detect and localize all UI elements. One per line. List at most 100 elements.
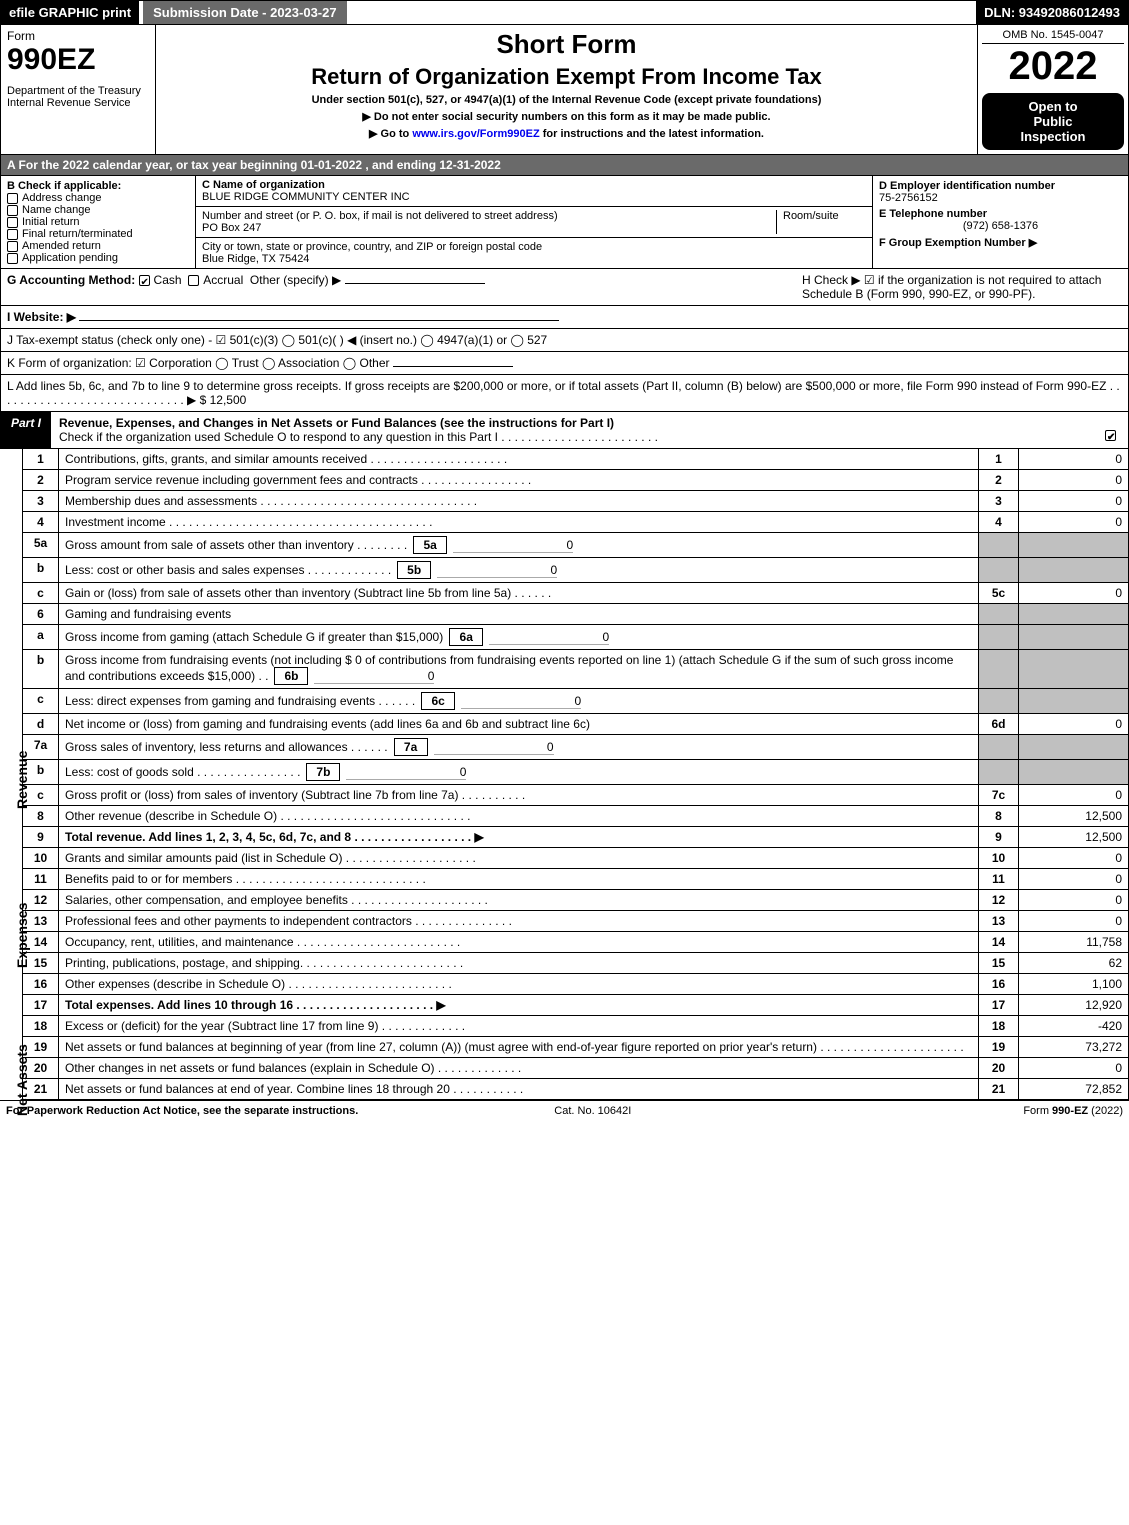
cb-name-change[interactable]: Name change <box>7 204 189 216</box>
desc-text: Less: direct expenses from gaming and fu… <box>65 694 415 708</box>
cb-address-change[interactable]: Address change <box>7 192 189 204</box>
inspection-line3: Inspection <box>986 129 1120 144</box>
city-value: Blue Ridge, TX 75424 <box>202 253 866 265</box>
line-value: 0 <box>1019 714 1129 735</box>
line-desc: Gaming and fundraising events <box>59 604 979 625</box>
line-desc: Membership dues and assessments . . . . … <box>59 491 979 512</box>
cb-final-return[interactable]: Final return/terminated <box>7 228 189 240</box>
k-other-input[interactable] <box>393 366 513 367</box>
cash-label: Cash <box>154 273 182 287</box>
line-num: 11 <box>23 869 59 890</box>
header-right: OMB No. 1545-0047 2022 Open to Public In… <box>978 25 1128 154</box>
column-c: C Name of organization BLUE RIDGE COMMUN… <box>196 176 873 268</box>
inspection-badge: Open to Public Inspection <box>982 93 1124 150</box>
inner-val: 0 <box>314 669 434 684</box>
line-value-shaded <box>1019 650 1129 689</box>
footer-right: Form 990-EZ (2022) <box>1023 1105 1123 1117</box>
line-value-shaded <box>1019 533 1129 558</box>
line-box: 14 <box>979 932 1019 953</box>
line-box: 9 <box>979 827 1019 848</box>
line-value: 0 <box>1019 785 1129 806</box>
header-left: Form 990EZ Department of the Treasury In… <box>1 25 156 154</box>
line-desc: Less: cost or other basis and sales expe… <box>59 558 979 583</box>
line-num: a <box>23 625 59 650</box>
line-value: 0 <box>1019 470 1129 491</box>
inner-val: 0 <box>437 563 557 578</box>
row-l: L Add lines 5b, 6c, and 7b to line 9 to … <box>0 375 1129 412</box>
irs-link[interactable]: www.irs.gov/Form990EZ <box>412 128 539 140</box>
line-desc: Total expenses. Add lines 10 through 16 … <box>59 995 979 1016</box>
side-label-revenue: Revenue <box>14 751 30 809</box>
line-value: 0 <box>1019 890 1129 911</box>
line-num: d <box>23 714 59 735</box>
line-num: 6 <box>23 604 59 625</box>
phone-value: (972) 658-1376 <box>879 220 1122 232</box>
line-value: 0 <box>1019 449 1129 470</box>
form-header: Form 990EZ Department of the Treasury In… <box>0 25 1129 155</box>
line-box: 7c <box>979 785 1019 806</box>
line-box: 21 <box>979 1079 1019 1100</box>
l-amount: 12,500 <box>210 393 247 407</box>
line-value: 0 <box>1019 1058 1129 1079</box>
line-desc: Grants and similar amounts paid (list in… <box>59 848 979 869</box>
other-label: Other (specify) ▶ <box>250 273 341 287</box>
line-value: -420 <box>1019 1016 1129 1037</box>
street-value: PO Box 247 <box>202 222 776 234</box>
cb-schedule-o[interactable] <box>1105 430 1116 441</box>
line-value: 11,758 <box>1019 932 1129 953</box>
cb-label: Application pending <box>22 252 118 264</box>
line-value-shaded <box>1019 760 1129 785</box>
inner-box: 5a <box>413 536 447 554</box>
line-desc: Excess or (deficit) for the year (Subtra… <box>59 1016 979 1037</box>
h-check: H Check ▶ ☑ if the organization is not r… <box>802 273 1122 301</box>
tax-year: 2022 <box>982 44 1124 89</box>
line-box-shaded <box>979 625 1019 650</box>
line-box: 18 <box>979 1016 1019 1037</box>
cb-cash[interactable] <box>139 275 150 286</box>
line-box-shaded <box>979 735 1019 760</box>
cb-label: Name change <box>22 204 91 216</box>
line-box: 6d <box>979 714 1019 735</box>
line-box-shaded <box>979 558 1019 583</box>
city-row: City or town, state or province, country… <box>196 238 872 268</box>
header-center: Short Form Return of Organization Exempt… <box>156 25 978 154</box>
submission-date: Submission Date - 2023-03-27 <box>143 1 347 24</box>
efile-print-label[interactable]: efile GRAPHIC print <box>1 1 139 24</box>
desc-text: Gross sales of inventory, less returns a… <box>65 740 388 754</box>
line-num: c <box>23 583 59 604</box>
omb-number: OMB No. 1545-0047 <box>982 29 1124 44</box>
other-input[interactable] <box>345 283 485 284</box>
b-title: B Check if applicable: <box>7 180 189 192</box>
row-k: K Form of organization: ☑ Corporation ◯ … <box>0 352 1129 375</box>
line-box: 12 <box>979 890 1019 911</box>
line-num: b <box>23 558 59 583</box>
line-value: 0 <box>1019 848 1129 869</box>
form-label: Form <box>7 29 149 43</box>
l-text: L Add lines 5b, 6c, and 7b to line 9 to … <box>7 379 1120 407</box>
dept-label: Department of the Treasury Internal Reve… <box>7 85 149 109</box>
line-value: 1,100 <box>1019 974 1129 995</box>
desc-text: Less: cost of goods sold . . . . . . . .… <box>65 765 300 779</box>
form-number: 990EZ <box>7 43 149 77</box>
website-input[interactable] <box>79 320 559 321</box>
line-desc: Salaries, other compensation, and employ… <box>59 890 979 911</box>
g-accounting: G Accounting Method: Cash Accrual Other … <box>7 273 802 301</box>
cb-amended-return[interactable]: Amended return <box>7 240 189 252</box>
cb-initial-return[interactable]: Initial return <box>7 216 189 228</box>
cb-accrual[interactable] <box>188 275 199 286</box>
line-desc: Contributions, gifts, grants, and simila… <box>59 449 979 470</box>
netassets-table: 18Excess or (deficit) for the year (Subt… <box>22 1016 1129 1100</box>
part1-title: Revenue, Expenses, and Changes in Net As… <box>51 412 1128 448</box>
line-desc: Program service revenue including govern… <box>59 470 979 491</box>
short-form-title: Short Form <box>160 29 973 60</box>
desc-text: Gross amount from sale of assets other t… <box>65 538 407 552</box>
room-suite: Room/suite <box>776 210 866 234</box>
line-box: 3 <box>979 491 1019 512</box>
k-text: K Form of organization: ☑ Corporation ◯ … <box>7 356 390 370</box>
line-box: 15 <box>979 953 1019 974</box>
line-box: 8 <box>979 806 1019 827</box>
cb-application-pending[interactable]: Application pending <box>7 252 189 264</box>
inner-val: 0 <box>489 630 609 645</box>
line-desc: Other changes in net assets or fund bala… <box>59 1058 979 1079</box>
line-num: 5a <box>23 533 59 558</box>
